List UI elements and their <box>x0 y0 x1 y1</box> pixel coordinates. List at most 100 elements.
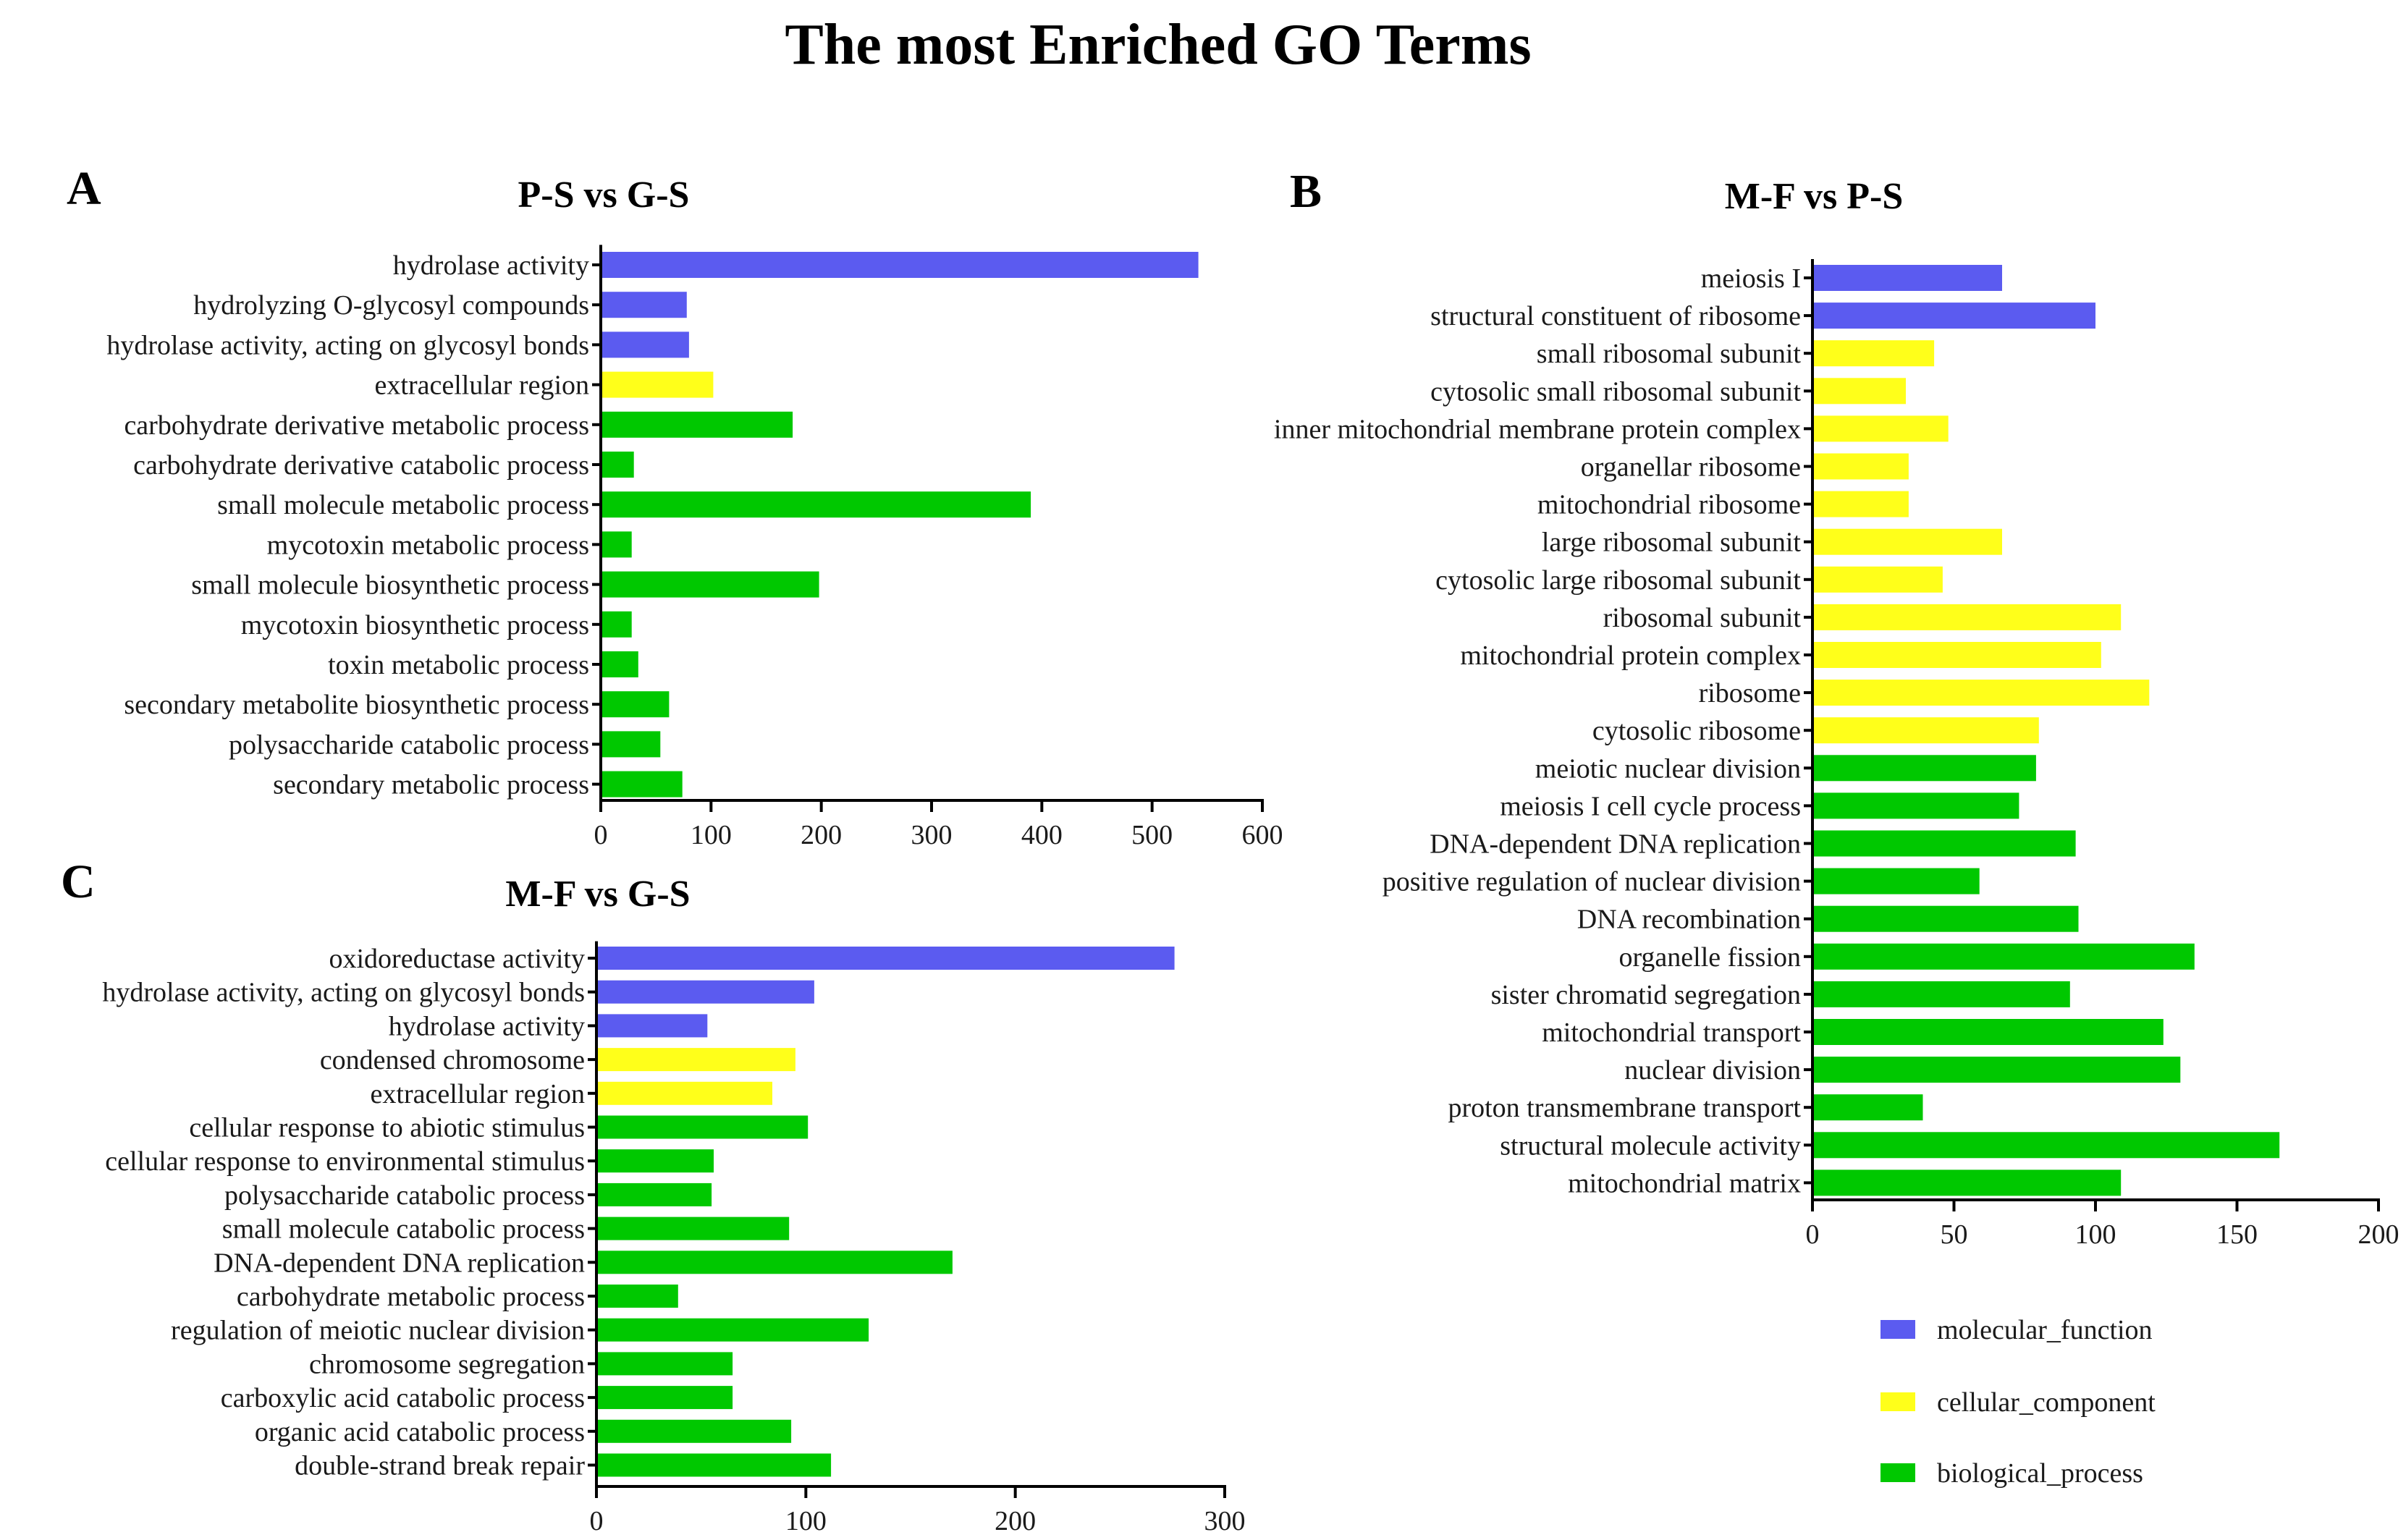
panel-c-category-label-14: carboxylic acid catabolic process <box>221 1383 585 1413</box>
panel-a-category-label-10: mycotoxin biosynthetic process <box>241 610 589 640</box>
panel-a-category-label-7: small molecule metabolic process <box>217 490 589 520</box>
panel-a-category-label-13: polysaccharide catabolic process <box>229 729 589 760</box>
panel-a-bar-4 <box>601 371 714 398</box>
panel-a-title: P-S vs G-S <box>518 174 690 216</box>
panel-b-category-label-9: cytosolic large ribosomal subunit <box>1435 565 1801 596</box>
panel-b-bar-19 <box>1812 943 2195 970</box>
panel-a-category-label-8: mycotoxin metabolic process <box>267 530 589 560</box>
panel-c-x-tick-label-3: 200 <box>995 1506 1036 1536</box>
panel-a-x-tick-label-1: 0 <box>594 820 608 850</box>
panel-c-chart: oxidoreductase activity hydrolase activit… <box>102 941 1246 1536</box>
panel-a-category-label-14: secondary metabolic process <box>273 770 589 800</box>
panel-b-bar-24 <box>1812 1132 2280 1159</box>
panel-a-letter: A <box>67 162 101 215</box>
legend-swatch-cellular-component <box>1881 1392 1915 1411</box>
panel-c-category-label-16: double-strand break repair <box>295 1451 585 1481</box>
panel-c-category-label-4: condensed chromosome <box>320 1045 585 1075</box>
panel-b-bar-6 <box>1812 453 1909 480</box>
panel-b-bar-3 <box>1812 340 1935 367</box>
panel-b-x-tick-label-1: 0 <box>1806 1219 1820 1250</box>
panel-a-bar-9 <box>601 571 819 598</box>
panel-c-bar-13 <box>596 1352 733 1376</box>
panel-b-category-label-3: small ribosomal subunit <box>1537 339 1802 369</box>
panel-b-bar-4 <box>1812 378 1906 405</box>
panel-b-letter: B <box>1290 165 1322 218</box>
panel-c-bar-5 <box>596 1081 772 1105</box>
panel-c-category-label-2: hydrolase activity, acting on glycosyl b… <box>102 978 585 1008</box>
panel-a-bar-2 <box>601 292 687 318</box>
panel-b-category-label-25: mitochondrial matrix <box>1568 1168 1801 1198</box>
panel-a-bar-7 <box>601 491 1031 518</box>
panel-b-bar-9 <box>1812 566 1943 593</box>
panel-b-category-label-6: organellar ribosome <box>1581 452 1801 483</box>
panel-b-category-label-12: ribosome <box>1699 678 1801 708</box>
panel-b-bar-25 <box>1812 1169 2122 1196</box>
panel-b-chart: meiosis I structural constituent of ribos… <box>1274 258 2399 1250</box>
panel-b-category-label-20: sister chromatid segregation <box>1491 980 1801 1010</box>
legend-swatch-biological-process <box>1881 1463 1915 1482</box>
panel-c-bar-4 <box>596 1048 795 1072</box>
panel-b-bar-18 <box>1812 905 2079 932</box>
panel-b-x-tick-label-5: 200 <box>2358 1219 2399 1250</box>
panel-b-category-label-7: mitochondrial ribosome <box>1537 490 1801 520</box>
panel-b-category-label-21: mitochondrial transport <box>1542 1018 1801 1048</box>
panel-b-x-tick-label-3: 100 <box>2075 1219 2116 1250</box>
panel-a-category-label-4: extracellular region <box>375 371 589 401</box>
panel-b-title: M-F vs P-S <box>1725 176 1903 217</box>
panel-b-category-label-18: DNA recombination <box>1577 905 1801 935</box>
legend-label-biological-process: biological_process <box>1937 1458 2143 1489</box>
panel-a-category-label-1: hydrolase activity <box>393 250 589 281</box>
panel-c-category-label-7: cellular response to environmental stimu… <box>105 1146 585 1177</box>
panel-b-category-label-16: DNA-dependent DNA replication <box>1430 829 1801 860</box>
panel-c-bar-2 <box>596 980 814 1004</box>
panel-a-bar-6 <box>601 452 634 478</box>
panel-b-category-label-13: cytosolic ribosome <box>1592 716 1801 746</box>
panel-c-bar-1 <box>596 947 1175 970</box>
panel-a-bar-1 <box>601 252 1199 278</box>
panel-a-category-label-11: toxin metabolic process <box>328 650 589 680</box>
panel-b-category-label-24: structural molecule activity <box>1500 1130 1801 1161</box>
panel-b-bar-17 <box>1812 868 1980 894</box>
panel-c-bar-14 <box>596 1386 733 1410</box>
panel-b-category-label-10: ribosomal subunit <box>1603 603 1802 633</box>
panel-a-x-tick-label-3: 200 <box>801 820 842 850</box>
panel-a-bar-12 <box>601 691 670 718</box>
panel-b-bar-7 <box>1812 491 1909 517</box>
panel-b-bar-1 <box>1812 265 2002 291</box>
panel-c-bar-3 <box>596 1014 708 1038</box>
panel-c-category-label-13: chromosome segregation <box>309 1349 585 1379</box>
panel-c-category-label-15: organic acid catabolic process <box>255 1417 585 1447</box>
panel-a-category-label-12: secondary metabolite biosynthetic proces… <box>124 690 589 720</box>
panel-a-bar-11 <box>601 651 638 677</box>
panel-a-category-label-5: carbohydrate derivative metabolic proces… <box>124 410 589 441</box>
panel-b-bar-21 <box>1812 1019 2164 1045</box>
panel-c-category-label-11: carbohydrate metabolic process <box>237 1282 585 1312</box>
panel-c-category-label-8: polysaccharide catabolic process <box>224 1180 585 1211</box>
panel-b-bar-2 <box>1812 302 2095 329</box>
panel-c-bar-11 <box>596 1285 678 1308</box>
panel-c-bar-9 <box>596 1217 790 1240</box>
panel-b-category-label-2: structural constituent of ribosome <box>1430 301 1801 331</box>
panel-a-bar-5 <box>601 411 793 438</box>
panel-a-category-label-2: hydrolyzing O-glycosyl compounds <box>193 290 589 321</box>
panel-b-bar-22 <box>1812 1057 2181 1083</box>
panel-c-bar-10 <box>596 1251 953 1274</box>
panel-b-category-label-14: meiotic nuclear division <box>1535 753 1801 784</box>
panel-a-bar-14 <box>601 771 683 798</box>
panel-c-bar-16 <box>596 1453 832 1477</box>
panel-b-category-label-22: nuclear division <box>1624 1055 1801 1086</box>
panel-b-category-label-4: cytosolic small ribosomal subunit <box>1430 376 1801 407</box>
panel-c-category-label-10: DNA-dependent DNA replication <box>214 1248 585 1278</box>
panel-b-category-label-23: proton transmembrane transport <box>1448 1093 1801 1123</box>
panel-c-letter: C <box>61 855 96 908</box>
panel-c-category-label-1: oxidoreductase activity <box>329 944 586 974</box>
panel-a-x-tick-label-2: 100 <box>691 820 732 850</box>
panel-a-x-tick-label-5: 400 <box>1021 820 1063 850</box>
panel-b-x-tick-label-2: 50 <box>1941 1219 1968 1250</box>
panel-b-category-label-19: organelle fission <box>1618 942 1801 973</box>
legend: molecular_function cellular_component bi… <box>1881 1315 2156 1489</box>
panel-b-category-label-1: meiosis I <box>1701 263 1801 294</box>
panel-b-category-label-5: inner mitochondrial membrane protein com… <box>1274 414 1801 444</box>
panel-b-bar-8 <box>1812 528 2002 555</box>
panel-b-bar-5 <box>1812 415 1949 442</box>
